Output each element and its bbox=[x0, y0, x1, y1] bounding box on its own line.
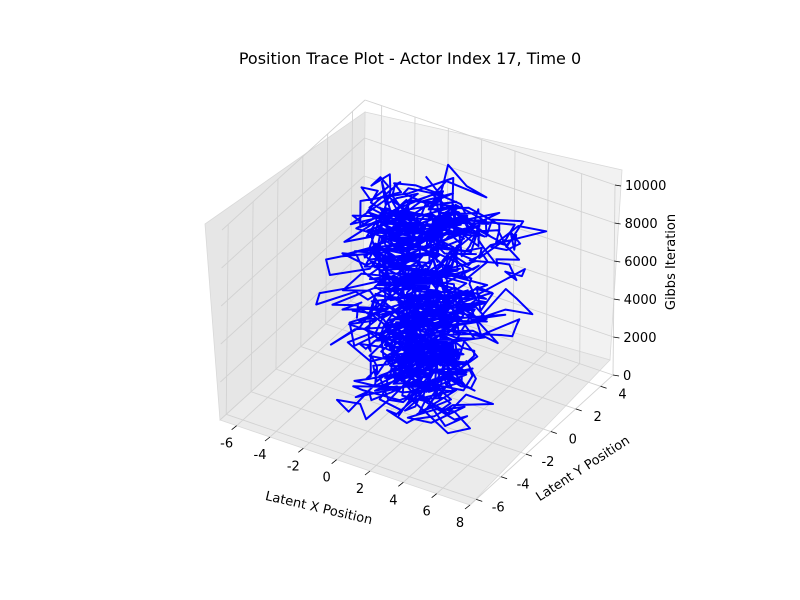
x-tick-mark bbox=[398, 482, 404, 487]
x-tick-label: 4 bbox=[389, 493, 397, 508]
y-tick-label: 2 bbox=[594, 410, 602, 425]
z-tick-mark bbox=[612, 374, 620, 377]
y-tick-label: 4 bbox=[618, 387, 626, 402]
grid-line-z bbox=[221, 137, 365, 269]
x-tick-label: 8 bbox=[456, 516, 464, 531]
grid-line-z bbox=[364, 137, 615, 224]
y-tick-label: -2 bbox=[541, 455, 554, 470]
y-tick-label: -6 bbox=[492, 500, 505, 515]
z-tick-mark bbox=[613, 336, 620, 339]
y-tick-label: 0 bbox=[569, 433, 577, 448]
grid-line-x bbox=[403, 352, 547, 483]
z-axis-label: Gibbs Iteration bbox=[664, 214, 679, 310]
grid-line-z bbox=[219, 289, 364, 421]
grid-line-x bbox=[545, 162, 549, 353]
trace-line bbox=[315, 163, 548, 435]
grid-line-y bbox=[226, 413, 477, 500]
grid-line-x bbox=[369, 340, 514, 472]
grid-line-z bbox=[221, 99, 366, 231]
z-tick-label: 0 bbox=[623, 369, 631, 384]
grid-line-y bbox=[250, 391, 502, 478]
x-tick-mark bbox=[331, 459, 337, 464]
x-tick-mark bbox=[464, 504, 471, 510]
y-tick-label: -4 bbox=[517, 478, 530, 493]
x-tick-mark bbox=[298, 448, 304, 453]
z-tick-mark bbox=[614, 222, 621, 225]
y-tick-mark bbox=[600, 385, 607, 389]
x-tick-mark bbox=[431, 493, 437, 498]
z-tick-label: 6000 bbox=[624, 255, 657, 270]
axis-ticks: -6 -4 -2 0 2 4 6 8 -6 -4 -2 0 2 4 0 2000 4000 6000 8000 100… bbox=[220, 179, 666, 531]
grid-line-z bbox=[364, 99, 616, 186]
y-tick-mark bbox=[525, 453, 533, 457]
grid-line-y bbox=[350, 111, 354, 302]
grid-line-z bbox=[220, 175, 365, 307]
y-tick-mark bbox=[575, 408, 582, 412]
z-tick-label: 2000 bbox=[623, 331, 656, 346]
grid-line-y bbox=[225, 224, 229, 415]
x-tick-mark bbox=[231, 425, 237, 430]
y-tick-mark bbox=[500, 476, 508, 480]
grid-line-x bbox=[436, 363, 580, 494]
grid-line-y bbox=[250, 201, 254, 392]
z-tick-mark bbox=[614, 184, 622, 187]
grid-line-z bbox=[220, 213, 365, 345]
trace-series bbox=[315, 163, 548, 435]
z-axis-label-group: Gibbs Iteration bbox=[664, 214, 679, 310]
x-tick-label: 0 bbox=[323, 471, 331, 486]
y-tick-mark bbox=[550, 431, 557, 434]
grid-line-y bbox=[275, 179, 279, 370]
chart-title: Position Trace Plot - Actor Index 17, Ti… bbox=[239, 49, 581, 68]
x-tick-label: -6 bbox=[220, 437, 233, 452]
x-tick-label: -4 bbox=[254, 448, 267, 463]
grid-line-x bbox=[612, 184, 616, 376]
grid-line-y bbox=[300, 156, 304, 347]
x-tick-label: 2 bbox=[356, 482, 364, 497]
z-tick-label: 10000 bbox=[625, 179, 666, 194]
x-tick-mark bbox=[264, 436, 271, 442]
z-tick-mark bbox=[614, 260, 621, 263]
grid-line-x bbox=[236, 295, 380, 426]
z-tick-label: 4000 bbox=[624, 293, 657, 308]
x-tick-label: -2 bbox=[287, 459, 300, 474]
x-tick-mark bbox=[364, 470, 371, 476]
grid-line-x bbox=[469, 374, 614, 506]
x-tick-label: 6 bbox=[423, 505, 431, 520]
grid-line-x bbox=[579, 173, 583, 364]
z-tick-label: 8000 bbox=[625, 217, 658, 232]
z-tick-mark bbox=[613, 298, 620, 301]
y-tick-mark bbox=[476, 498, 483, 502]
